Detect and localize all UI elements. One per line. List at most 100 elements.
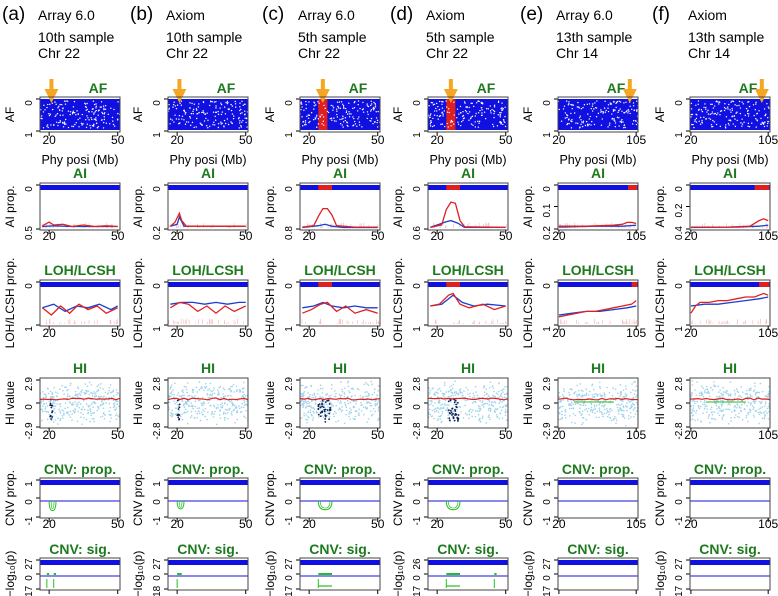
hi-point <box>370 380 372 383</box>
hi-point <box>71 404 73 406</box>
hi-point <box>307 405 310 407</box>
af-point <box>489 105 491 107</box>
hi-point <box>219 385 222 388</box>
hi-point <box>745 414 748 417</box>
hi-point <box>330 394 332 397</box>
y-tick-label: 26 <box>412 558 423 570</box>
y-tick-label: -1 <box>284 516 295 525</box>
af-point <box>185 121 188 123</box>
state-band-red <box>318 282 332 287</box>
hi-point <box>177 392 180 394</box>
hi-point <box>40 400 43 402</box>
hi-point <box>202 404 204 406</box>
y-axis-label: HI value <box>131 381 145 425</box>
hi-point <box>460 411 462 413</box>
panel-title: CNV: prop. <box>172 461 244 477</box>
hi-dark-point <box>328 403 331 405</box>
hi-dark-point <box>319 406 322 409</box>
af-point <box>111 116 114 119</box>
hi-point <box>472 400 475 403</box>
hi-point <box>447 404 450 406</box>
af-point <box>766 103 768 105</box>
hi-point <box>503 388 505 390</box>
af-point <box>493 112 495 115</box>
hi-point <box>242 391 245 394</box>
af-point <box>445 100 447 102</box>
af-point <box>314 117 316 119</box>
af-point <box>376 126 379 128</box>
hi-point <box>238 388 240 391</box>
y-tick-label: 0 <box>24 499 35 505</box>
hi-point <box>172 413 174 415</box>
x-tick-label: 20 <box>684 133 698 147</box>
hi-dark-point <box>317 405 320 408</box>
hi-point <box>223 419 226 421</box>
af-point <box>745 107 748 110</box>
hi-point <box>455 391 458 393</box>
af-point <box>86 102 88 105</box>
hi-point <box>63 413 65 416</box>
af-point <box>51 102 54 104</box>
af-point <box>201 111 203 114</box>
af-point <box>755 117 757 120</box>
hi-point <box>603 412 606 415</box>
af-point <box>503 120 505 122</box>
header-sample: 13th sample <box>556 29 632 45</box>
hi-point <box>486 402 489 405</box>
y-tick-label: -17 <box>412 585 423 596</box>
panel-title: AF <box>739 80 758 96</box>
af-point <box>357 118 359 120</box>
hi-point <box>88 381 91 384</box>
af-point <box>342 117 344 120</box>
af-point <box>233 115 235 117</box>
af-point <box>612 109 615 111</box>
af-point <box>345 111 348 114</box>
af-point <box>82 123 84 125</box>
hi-point <box>745 416 748 419</box>
hi-point <box>348 391 351 394</box>
hi-point <box>208 399 211 402</box>
hi-point <box>487 409 490 411</box>
hi-point <box>349 418 351 420</box>
hi-point <box>616 403 618 406</box>
af-point <box>760 117 762 120</box>
af-point <box>102 105 105 107</box>
hi-point <box>170 391 173 394</box>
af-point <box>195 126 197 128</box>
hi-point <box>102 407 105 410</box>
af-point <box>475 102 478 104</box>
arrow-head <box>44 89 59 103</box>
hi-point <box>494 411 497 413</box>
hi-point <box>577 389 580 392</box>
cnv-band <box>40 480 120 485</box>
hi-point <box>599 402 601 405</box>
hi-point <box>192 407 195 410</box>
hi-point <box>87 405 90 407</box>
hi-point <box>319 405 321 407</box>
af-point <box>61 103 63 106</box>
hi-dark-point <box>178 403 181 406</box>
hi-point <box>362 406 365 409</box>
hi-point <box>749 389 752 391</box>
hi-point <box>429 399 432 402</box>
hi-point <box>697 406 700 408</box>
af-point <box>373 108 375 110</box>
hi-point <box>61 415 64 417</box>
af-point <box>631 123 634 125</box>
y-tick-label: 27 <box>542 558 553 570</box>
af-point <box>373 101 375 104</box>
af-point <box>176 104 179 106</box>
hi-point <box>243 393 245 396</box>
hi-point <box>376 402 379 405</box>
af-point <box>577 101 579 104</box>
x-tick-label: 50 <box>239 428 253 442</box>
hi-point <box>93 400 96 403</box>
af-point <box>190 124 192 127</box>
hi-point <box>233 408 235 411</box>
af-point <box>226 118 228 120</box>
x-tick-label: 20 <box>430 428 444 442</box>
hi-point <box>593 396 596 398</box>
af-point <box>206 112 208 114</box>
hi-point <box>240 406 243 408</box>
